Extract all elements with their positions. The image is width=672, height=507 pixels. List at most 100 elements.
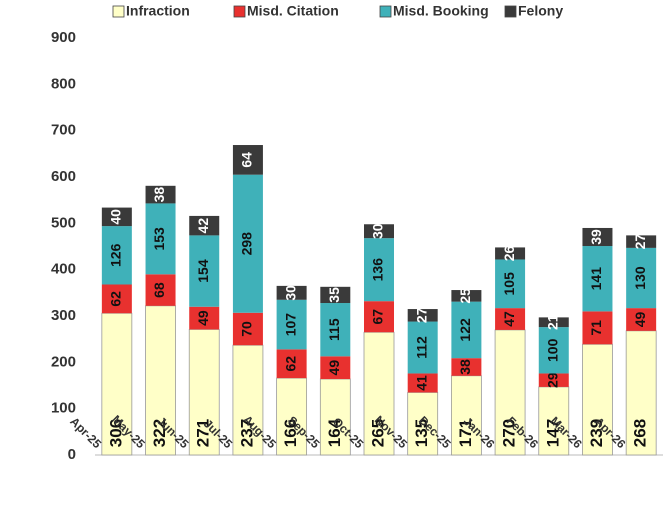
bar-segment — [625, 330, 657, 456]
bar-segment — [495, 247, 526, 260]
bar-segment — [101, 284, 132, 314]
legend-label: Misd. Booking — [393, 3, 489, 19]
bar-segment — [276, 377, 308, 456]
value-label: 62 — [282, 356, 298, 372]
value-label: 27 — [632, 234, 648, 250]
y-tick-label: 200 — [51, 353, 76, 370]
y-tick-label: 500 — [51, 214, 76, 231]
bar-segment — [320, 303, 351, 357]
bar-segment — [189, 306, 220, 330]
value-label: 153 — [151, 227, 167, 251]
bar-segment — [232, 145, 263, 175]
value-label: 30 — [370, 223, 386, 239]
bar-segment — [101, 207, 132, 227]
bar-segment — [626, 235, 657, 248]
bar-segment — [320, 286, 351, 304]
value-label: 41 — [413, 375, 429, 391]
bar-segment — [101, 312, 133, 456]
value-label: 64 — [239, 152, 255, 168]
value-label: 270 — [500, 419, 519, 447]
legend-swatch — [112, 5, 125, 18]
value-label: 268 — [631, 419, 650, 447]
bar-segment — [582, 311, 613, 345]
bar-segment — [319, 378, 351, 456]
value-label: 171 — [456, 419, 475, 447]
value-label: 147 — [543, 419, 562, 447]
value-label: 135 — [412, 419, 431, 447]
y-tick-label: 900 — [51, 29, 76, 46]
value-label: 136 — [370, 258, 386, 282]
value-label: 49 — [632, 311, 648, 327]
bar-segment — [145, 305, 176, 456]
legend-swatch — [233, 5, 246, 18]
bar-segment — [145, 185, 176, 204]
value-label: 39 — [588, 229, 604, 245]
legend-swatch — [504, 5, 517, 18]
bar-segment — [538, 317, 569, 328]
value-label: 107 — [282, 313, 298, 337]
bar-segment — [276, 285, 307, 300]
value-label: 40 — [108, 209, 124, 225]
bar-segment — [364, 224, 394, 239]
bar-segment — [363, 331, 395, 456]
bar-segment — [276, 349, 307, 379]
bar-segment — [407, 309, 438, 322]
bar-segment — [495, 259, 526, 309]
value-label: 265 — [368, 419, 387, 447]
bar-segment — [320, 356, 351, 380]
value-label: 130 — [632, 266, 648, 290]
y-tick-label: 400 — [51, 261, 76, 278]
value-label: 306 — [106, 419, 125, 447]
value-label: 126 — [108, 243, 124, 267]
bar-segment — [407, 392, 439, 456]
value-label: 38 — [457, 359, 473, 375]
bar-segment — [145, 203, 176, 275]
bar-segment — [626, 308, 657, 331]
bar-segment — [407, 373, 438, 393]
legend-label: Felony — [518, 3, 563, 19]
legend-label: Misd. Citation — [247, 3, 339, 19]
legend: Infraction Misd. Citation Misd. Booking Fel… — [112, 3, 563, 19]
y-tick-label: 700 — [51, 122, 76, 139]
bar-segment — [450, 375, 482, 456]
value-label: 35 — [326, 287, 342, 303]
value-label: 122 — [457, 318, 473, 342]
bar-segment — [407, 321, 438, 374]
bar-segment — [101, 226, 132, 285]
bar-segment — [582, 246, 613, 312]
legend-label: Infraction — [126, 3, 190, 19]
bar-segment — [538, 386, 570, 456]
value-label: 322 — [150, 419, 169, 447]
value-label: 25 — [457, 288, 473, 304]
value-label: 239 — [587, 419, 606, 447]
bar-segment — [451, 290, 482, 302]
y-tick-label: 800 — [51, 75, 76, 92]
value-label: 26 — [501, 245, 517, 261]
y-tick-label: 100 — [51, 400, 76, 417]
bar-segment — [188, 329, 220, 456]
value-label: 100 — [544, 338, 560, 362]
value-label: 38 — [151, 187, 167, 203]
bar-segment — [232, 174, 263, 313]
bar-segment — [582, 227, 613, 247]
y-tick-label: 600 — [51, 168, 76, 185]
value-label: 271 — [194, 419, 213, 447]
bar-segment — [626, 247, 657, 309]
value-label: 298 — [239, 232, 255, 256]
value-label: 68 — [151, 282, 167, 298]
bar-segment — [232, 312, 263, 346]
value-label: 71 — [588, 320, 604, 336]
bar-segment — [145, 274, 176, 306]
value-label: 141 — [588, 267, 604, 291]
value-label: 29 — [544, 372, 560, 388]
value-label: 164 — [325, 418, 344, 447]
y-tick-label: 300 — [51, 307, 76, 324]
value-label: 115 — [326, 318, 342, 341]
legend-swatch — [379, 5, 392, 18]
value-label: 70 — [239, 321, 255, 337]
value-label: 105 — [501, 272, 517, 296]
value-label: 42 — [195, 218, 211, 234]
value-label: 21 — [544, 314, 560, 330]
value-label: 27 — [413, 307, 429, 323]
